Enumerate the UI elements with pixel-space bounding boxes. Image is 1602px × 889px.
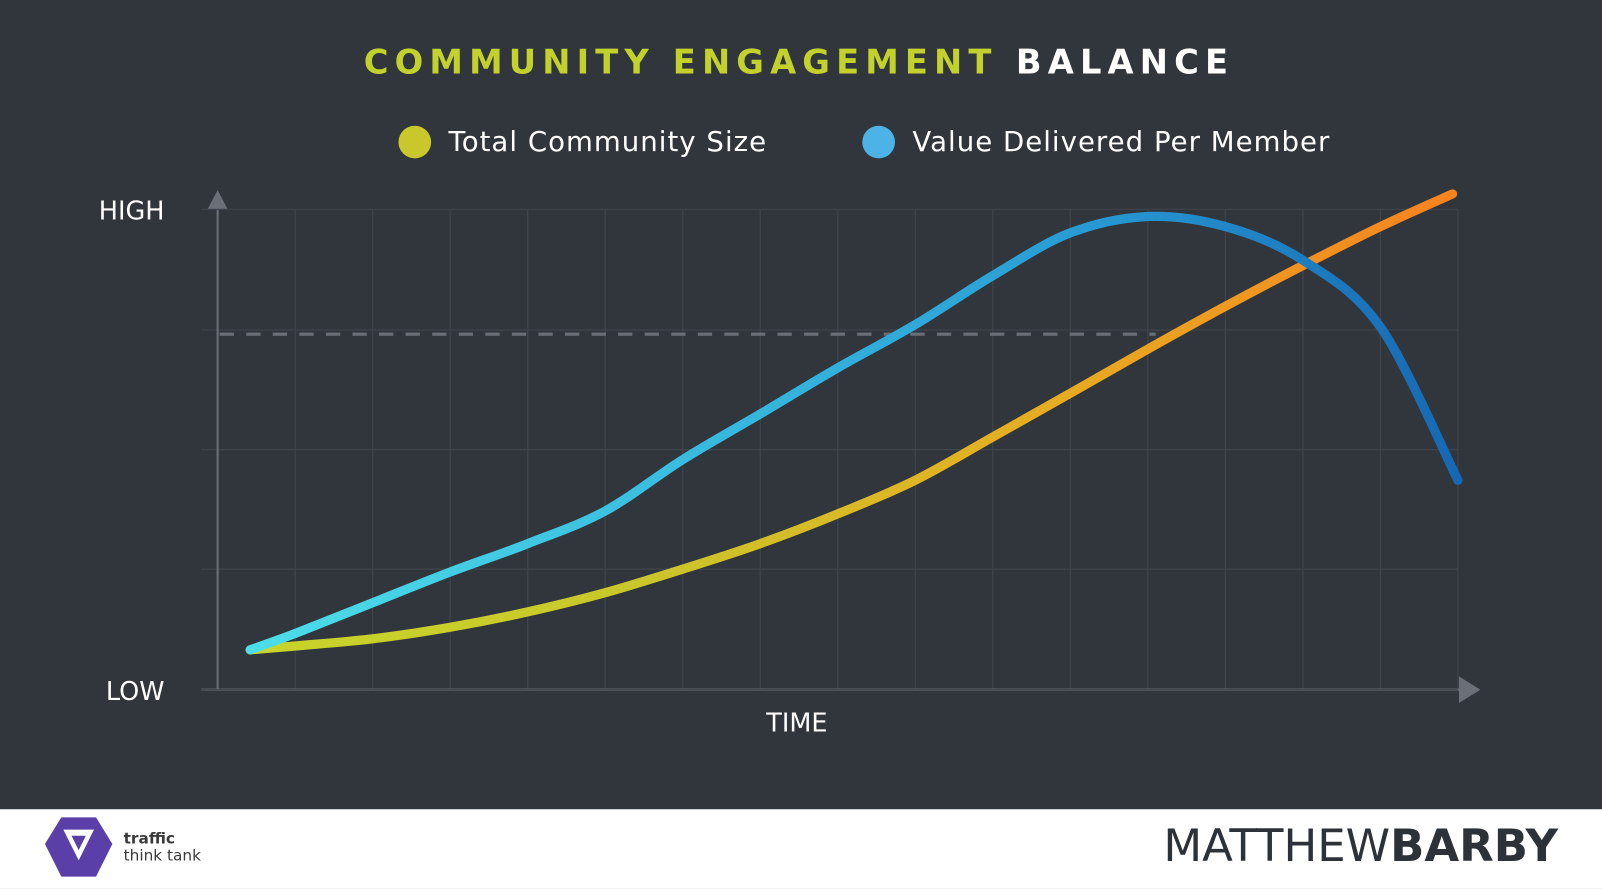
logo-icon	[44, 817, 113, 877]
logo-text-bottom: think tank	[124, 847, 201, 865]
brand-light: MATTHEW	[1163, 819, 1390, 872]
legend-label: Value Delivered Per Member	[912, 125, 1330, 158]
legend-swatch	[398, 125, 432, 159]
y-tick-label: LOW	[106, 677, 165, 707]
legend-label: Total Community Size	[448, 125, 768, 158]
series-line	[245, 189, 1458, 655]
legend-swatch	[862, 125, 895, 159]
y-tick-label: HIGH	[99, 196, 165, 226]
logo-text-top: traffic	[124, 829, 175, 847]
background-grid	[201, 209, 1459, 690]
footer	[0, 809, 1602, 889]
title-highlight: COMMUNITY ENGAGEMENT	[364, 42, 998, 81]
x-axis-arrow	[1458, 676, 1481, 703]
background	[0, 0, 1602, 809]
brand: MATTHEWBARBY	[1163, 819, 1558, 872]
chart-title: COMMUNITY ENGAGEMENT BALANCE	[364, 42, 1234, 81]
series-line	[245, 211, 1463, 655]
title-rest: BALANCE	[1016, 42, 1234, 81]
y-axis-arrow	[207, 190, 228, 210]
brand-bold: BARBY	[1390, 819, 1558, 872]
x-axis-label: TIME	[765, 708, 827, 738]
